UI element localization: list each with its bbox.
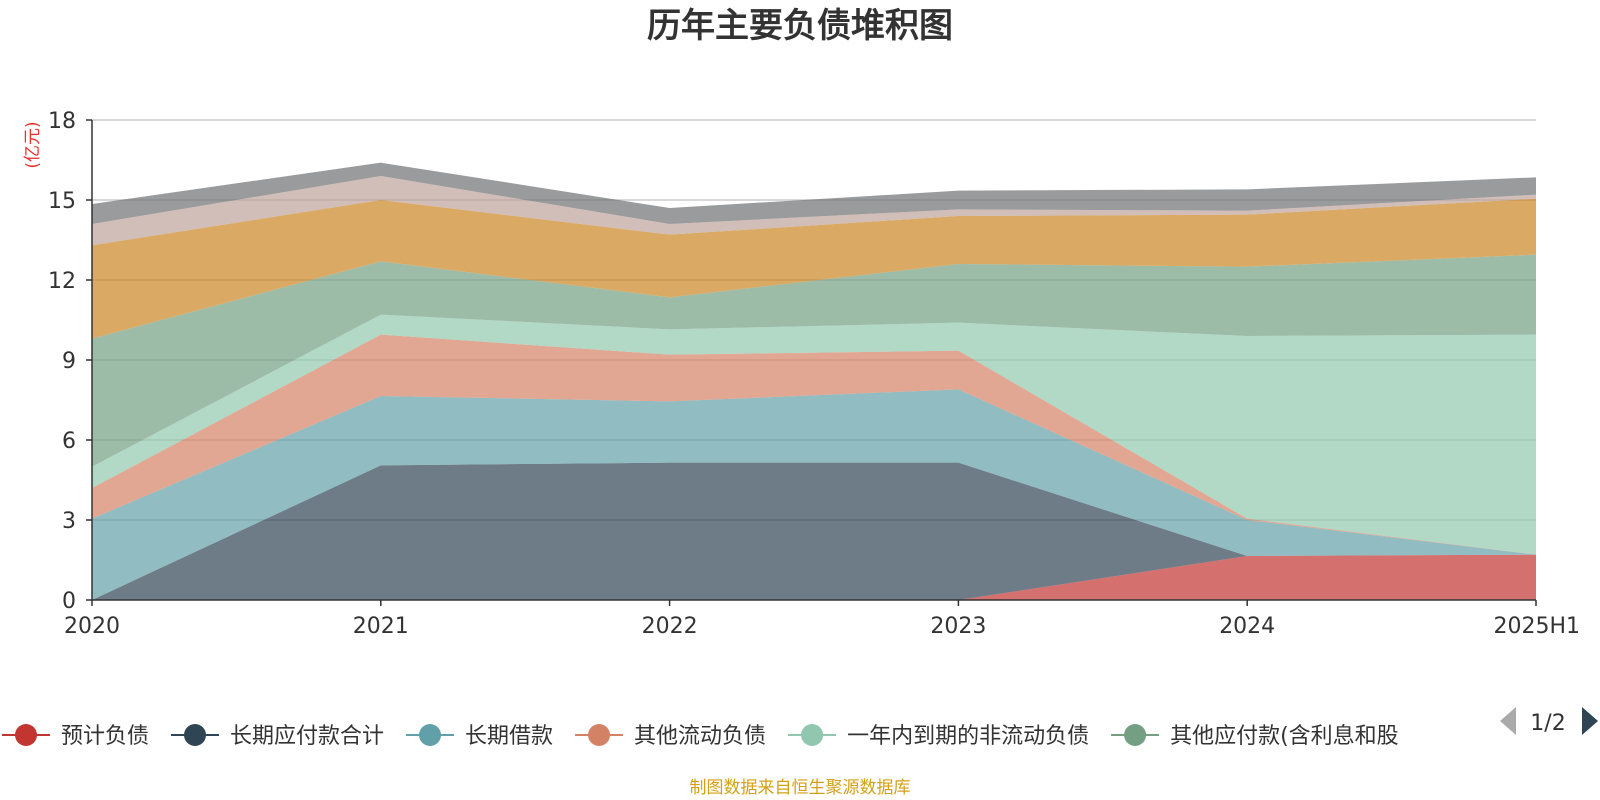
legend-label: 一年内到期的非流动负债 [847, 724, 1089, 749]
area-layer [92, 162, 1536, 600]
legend-label: 预计负债 [61, 724, 149, 749]
legend-label: 其他流动负债 [634, 724, 766, 749]
legend-label: 长期应付款合计 [230, 724, 384, 749]
legend: 预计负债 长期应付款合计 长期借款 其他流动负债 一年内到期的非流动负债 其他应付款(含利… [2, 724, 1399, 749]
legend-next-icon[interactable] [1582, 707, 1598, 735]
legend-marker-icon [419, 724, 442, 746]
legend-item[interactable]: 预计负债 [2, 724, 149, 749]
x-tick-label: 2023 [930, 614, 986, 639]
area-series-8 [92, 176, 1536, 246]
legend-marker-icon [1124, 724, 1147, 746]
legend-page-indicator: 1/2 [1530, 711, 1565, 736]
y-tick-label: 12 [48, 269, 76, 294]
legend-pager: 1/2 [1500, 707, 1598, 736]
legend-item[interactable]: 其他应付款(含利息和股 [1111, 724, 1399, 749]
legend-marker-icon [184, 724, 207, 746]
legend-item[interactable]: 长期应付款合计 [171, 724, 384, 749]
chart-title: 历年主要负债堆积图 [647, 6, 953, 46]
legend-item[interactable]: 一年内到期的非流动负债 [788, 724, 1089, 749]
area-series-3 [92, 389, 1536, 600]
area-series-9 [92, 162, 1536, 224]
area-series-5 [92, 314, 1536, 555]
y-tick-label: 15 [48, 189, 76, 214]
legend-marker-icon [801, 724, 824, 746]
y-tick-label: 18 [48, 109, 76, 134]
axis-layer: 0 3 6 9 12 15 18 2020 2021 2022 2023 2024 2025H1 [48, 109, 1580, 639]
x-tick-label: 2024 [1219, 614, 1275, 639]
area-series-4 [92, 334, 1536, 555]
y-tick-label: 3 [62, 509, 76, 534]
legend-marker-icon [588, 724, 611, 746]
area-series-6 [92, 254, 1536, 467]
legend-label: 其他应付款(含利息和股 [1170, 724, 1399, 749]
x-tick-label: 2025H1 [1493, 614, 1580, 639]
y-unit-label: (亿元) [23, 121, 43, 168]
y-tick-label: 0 [62, 589, 76, 614]
x-tick-label: 2022 [642, 614, 698, 639]
y-tick-label: 9 [62, 349, 76, 374]
legend-prev-icon[interactable] [1500, 707, 1516, 735]
legend-item[interactable]: 其他流动负债 [575, 724, 766, 749]
x-tick-label: 2021 [353, 614, 409, 639]
y-tick-label: 6 [62, 429, 76, 454]
area-series-7 [92, 198, 1536, 339]
area-series-1 [92, 554, 1536, 600]
area-series-2 [92, 462, 1536, 600]
legend-marker-icon [15, 724, 37, 746]
legend-item[interactable]: 长期借款 [406, 724, 553, 749]
legend-label: 长期借款 [465, 724, 553, 749]
x-tick-label: 2020 [64, 614, 120, 639]
data-source-note: 制图数据来自恒生聚源数据库 [690, 778, 911, 798]
